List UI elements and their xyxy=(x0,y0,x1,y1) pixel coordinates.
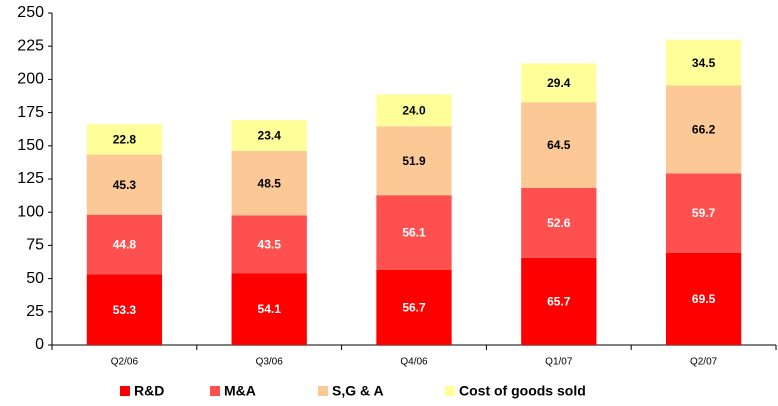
data-label: 66.2 xyxy=(692,123,716,137)
legend-swatch xyxy=(445,386,455,396)
x-tick-label: Q2/06 xyxy=(111,357,139,368)
bar-segment xyxy=(521,63,597,103)
data-label: 52.6 xyxy=(547,216,571,230)
data-label: 64.5 xyxy=(547,138,571,152)
bar-segment xyxy=(521,187,597,258)
y-tick-label: 200 xyxy=(17,71,44,88)
bar-segment xyxy=(521,102,597,188)
legend-label: R&D xyxy=(134,383,164,399)
bar-segment xyxy=(376,195,452,270)
data-label: 24.0 xyxy=(402,104,426,118)
data-label: 56.7 xyxy=(402,301,426,315)
data-label: 48.5 xyxy=(258,176,282,190)
bar-segment xyxy=(231,119,307,151)
y-tick-label: 175 xyxy=(17,104,44,121)
data-label: 34.5 xyxy=(692,56,716,70)
legend-swatch xyxy=(210,386,220,396)
y-tick-label: 250 xyxy=(17,4,44,21)
x-tick-label: Q1/07 xyxy=(545,357,573,368)
bar-segment xyxy=(376,126,452,196)
data-label: 65.7 xyxy=(547,295,571,309)
data-label: 22.8 xyxy=(113,133,137,147)
data-label: 23.4 xyxy=(258,129,282,143)
data-label: 53.3 xyxy=(113,303,137,317)
bar-segment xyxy=(665,173,742,253)
x-tick-label: Q3/06 xyxy=(256,357,284,368)
y-tick-label: 0 xyxy=(35,336,44,353)
legend-swatch xyxy=(120,386,130,396)
data-label: 44.8 xyxy=(113,238,137,252)
legend-label: S,G & A xyxy=(332,383,384,399)
y-tick-label: 75 xyxy=(26,237,44,254)
x-tick-label: Q2/07 xyxy=(690,357,718,368)
legend-swatch xyxy=(318,386,328,396)
bar-segment xyxy=(376,269,452,345)
y-tick-label: 150 xyxy=(17,137,44,154)
bar-segment xyxy=(86,124,163,155)
data-label: 45.3 xyxy=(113,178,137,192)
bar-segment xyxy=(376,94,452,127)
data-label: 56.1 xyxy=(402,226,426,240)
data-label: 43.5 xyxy=(258,237,282,251)
bar-segment xyxy=(665,39,742,86)
y-tick-label: 25 xyxy=(26,303,44,320)
bar-segment xyxy=(231,273,307,345)
bar-segment xyxy=(86,274,163,345)
bar-segment xyxy=(665,85,742,174)
x-tick-label: Q4/06 xyxy=(400,357,428,368)
y-tick-label: 50 xyxy=(26,270,44,287)
y-tick-label: 100 xyxy=(17,203,44,220)
bar-segment xyxy=(521,257,597,345)
bar-segment xyxy=(231,150,307,216)
bar-segment xyxy=(86,154,163,215)
data-label: 54.1 xyxy=(258,302,282,316)
data-label: 69.5 xyxy=(692,292,716,306)
bar-segment xyxy=(231,215,307,274)
y-tick-label: 125 xyxy=(17,170,44,187)
y-tick-label: 225 xyxy=(17,37,44,54)
data-label: 59.7 xyxy=(692,206,716,220)
legend-label: M&A xyxy=(224,383,256,399)
bar-segment xyxy=(665,252,742,345)
data-label: 29.4 xyxy=(547,76,571,90)
legend-label: Cost of goods sold xyxy=(459,383,586,399)
data-label: 51.9 xyxy=(402,154,426,168)
bar-segment xyxy=(86,214,163,275)
